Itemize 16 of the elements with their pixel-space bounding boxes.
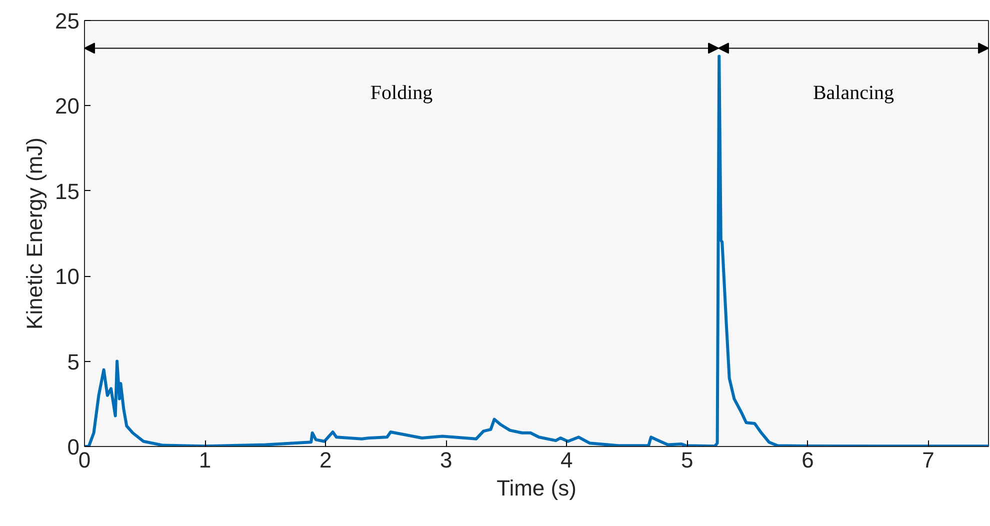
x-axis-title: Time (s) xyxy=(496,476,576,500)
y-tick-label: 20 xyxy=(55,94,80,119)
y-tick-label: 25 xyxy=(55,8,80,34)
y-tick-label: 10 xyxy=(55,264,80,290)
x-tick-label: 7 xyxy=(922,448,934,472)
x-tick-label: 2 xyxy=(319,448,332,472)
y-axis-title: Kinetic Energy (mJ) xyxy=(22,138,48,330)
x-tick-label: 1 xyxy=(198,448,212,472)
x-tick-label: 3 xyxy=(440,448,452,472)
band-label: Balancing xyxy=(812,82,894,104)
x-tick-label: 4 xyxy=(560,448,573,472)
x-tick-label: 6 xyxy=(802,448,814,472)
y-tick-label: 15 xyxy=(55,178,80,204)
x-tick-label: 5 xyxy=(681,448,694,472)
band-label: Folding xyxy=(370,82,433,104)
y-tick-label: 5 xyxy=(67,349,80,374)
